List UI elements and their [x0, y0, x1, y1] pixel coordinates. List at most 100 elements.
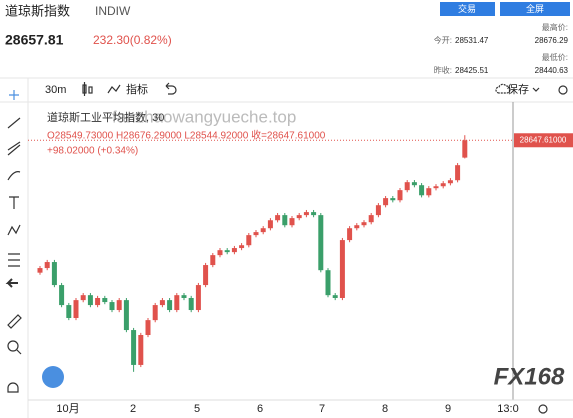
candle-body: [462, 140, 468, 158]
plot: 28647.61000: [28, 133, 573, 372]
x-label: 5: [194, 403, 200, 415]
legend-title: 道琼斯工业平均指数, 30: [47, 110, 164, 124]
chevron[interactable]: [532, 87, 540, 92]
change: 232.30(0.82%): [93, 33, 172, 47]
title: 道琼斯指数: [5, 3, 70, 18]
logo: FX168: [494, 363, 565, 390]
x-label: 2: [130, 403, 136, 415]
stat-label: 最低价:: [542, 52, 568, 62]
tools[interactable]: [5, 90, 22, 393]
candle-body: [138, 335, 144, 365]
candle-body: [102, 297, 108, 303]
button-bg[interactable]: [500, 2, 570, 16]
settings[interactable]: [558, 85, 568, 95]
last-price-label: 28647.61000: [520, 135, 567, 144]
watermark: fanzhaowangyueche.top: [112, 107, 296, 126]
x-label: 10月: [56, 403, 79, 415]
last-price-tag: [514, 133, 573, 148]
candle-body: [311, 212, 317, 216]
candle-body: [433, 186, 439, 189]
candle-body: [390, 198, 396, 201]
candle-body: [87, 295, 93, 306]
candle-body: [152, 305, 158, 321]
candle-body: [224, 250, 230, 253]
candle-body: [51, 262, 57, 286]
legend-change: +98.02000 (+0.34%): [47, 146, 138, 157]
candle-body: [325, 270, 331, 296]
button[interactable]: 全屏: [526, 3, 544, 14]
candle-body: [440, 183, 446, 187]
x-label: 6: [257, 403, 263, 415]
stat-label: 昨收:: [434, 65, 452, 75]
candle-body: [145, 320, 151, 336]
x-label: 7: [319, 403, 325, 415]
candle-body: [59, 285, 65, 306]
cloud-icon[interactable]: [495, 83, 511, 94]
x-label: 9: [445, 403, 451, 415]
stat-value: 28440.63: [535, 66, 569, 75]
candle-body: [419, 185, 425, 196]
candle-body: [188, 297, 194, 311]
stat-value: 28425.51: [455, 66, 489, 75]
candle-body: [404, 182, 410, 191]
undo[interactable]: [165, 82, 177, 95]
candle-body: [95, 297, 101, 306]
stat-value: 28531.47: [455, 36, 489, 45]
button[interactable]: 交易: [458, 3, 476, 14]
candle-body: [455, 165, 461, 181]
candle-body: [239, 245, 245, 249]
code: INDIW: [95, 4, 131, 18]
candle-body: [260, 228, 266, 233]
candle-body: [159, 300, 165, 306]
candle-body: [275, 215, 281, 221]
candle-body: [174, 295, 180, 311]
candle-body: [195, 285, 201, 311]
indicator-icon[interactable]: [107, 84, 121, 94]
candle-body: [397, 190, 403, 201]
stat-label: 今开:: [434, 35, 452, 45]
candle-body: [361, 222, 367, 226]
candle-body: [123, 300, 129, 331]
x-labels: 10月 2 5 6 7 8 9 13:0: [56, 403, 518, 415]
candle-icon[interactable]: [82, 82, 93, 96]
candle-body: [203, 265, 209, 286]
candle-body: [383, 198, 389, 206]
candle-body: [167, 300, 173, 311]
candle-body: [253, 232, 259, 236]
indicators[interactable]: 指标: [126, 82, 148, 96]
button-bg[interactable]: [440, 2, 495, 16]
candle-body: [296, 215, 302, 219]
candle-body: [181, 295, 187, 298]
candle-body: [282, 215, 288, 226]
stat-label: 最高价:: [542, 22, 568, 32]
axis-settings[interactable]: [538, 404, 548, 414]
candle-body: [289, 218, 295, 226]
candle-body: [217, 250, 223, 256]
candle-body: [80, 295, 86, 301]
save[interactable]: 保存: [507, 82, 529, 96]
interval[interactable]: 30m: [45, 84, 66, 96]
candle-body: [318, 215, 324, 271]
candle-body: [411, 182, 417, 186]
candle-body: [37, 268, 43, 273]
candle-body: [246, 235, 252, 246]
candle-body: [426, 188, 432, 196]
candle-body: [347, 228, 353, 241]
candle-body: [267, 220, 273, 229]
stat-value: 28676.29: [535, 36, 569, 45]
legend-ohlc: O28549.73000 H28676.29000 L28544.92000 收…: [47, 129, 326, 142]
candle-body: [210, 255, 216, 266]
candle-body: [66, 305, 72, 319]
price: 28657.81: [5, 32, 64, 48]
logo-button[interactable]: [42, 366, 64, 388]
candle-body: [73, 300, 79, 319]
candle-body: [231, 248, 237, 253]
candle-body: [447, 180, 453, 184]
x-label: 13:0: [497, 403, 518, 415]
candle-body: [44, 262, 50, 269]
candle-body: [131, 330, 137, 365]
x-label: 8: [382, 403, 388, 415]
candle-body: [116, 300, 122, 311]
candle-body: [109, 302, 115, 311]
